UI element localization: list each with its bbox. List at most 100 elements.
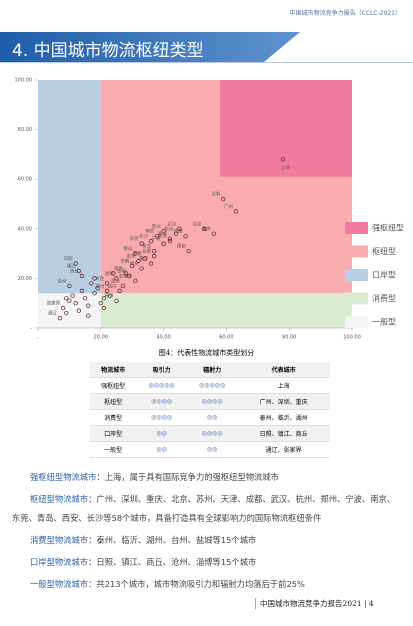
point-label: 南昌 xyxy=(114,265,123,272)
y-tick-label: 60.00 xyxy=(18,177,32,183)
table-cell: 上海 xyxy=(237,377,330,394)
point xyxy=(76,308,81,313)
paragraph: 枢纽型物流城市：广州、深圳、重庆、北京、苏州、天津、成都、武汉、杭州、郑州、宁波… xyxy=(12,490,401,528)
point xyxy=(177,226,182,231)
point xyxy=(167,236,173,241)
table-cell: ◎◎ xyxy=(136,425,187,442)
point xyxy=(114,276,119,281)
legend-label: 强枢纽型 xyxy=(372,223,404,233)
point-label: 无锡 xyxy=(133,250,142,257)
point-label: 泉州 xyxy=(126,253,135,260)
point xyxy=(133,251,138,256)
point xyxy=(79,273,85,279)
x-tick-label: 40.00 xyxy=(156,335,170,341)
point-label: 东莞 xyxy=(130,235,139,242)
point xyxy=(98,301,103,306)
paragraph-text: ：共213个城市，城市物流吸引力和辐射力均落后于前25% xyxy=(88,579,305,589)
y-tick-label: 40.00 xyxy=(18,226,32,232)
region xyxy=(100,293,352,328)
header-cell: 辐射力 xyxy=(186,362,238,378)
table-cell: 通辽、张家界 xyxy=(237,441,330,458)
rule xyxy=(0,62,413,63)
point xyxy=(161,229,166,234)
point-label: 嘉兴 xyxy=(105,292,114,299)
point xyxy=(174,231,179,236)
paragraph-lead: 枢纽型物流城市 xyxy=(30,494,89,504)
point xyxy=(89,281,94,286)
table-cell: 日照、镇江、商丘 xyxy=(237,425,330,442)
paragraph-lead: 强枢纽型物流城市 xyxy=(30,472,97,482)
point xyxy=(64,296,69,301)
point xyxy=(117,288,122,293)
table-cell: 强枢纽型 xyxy=(90,377,137,394)
point xyxy=(152,248,157,254)
point xyxy=(95,286,100,291)
point xyxy=(183,234,188,239)
point xyxy=(123,271,129,276)
point xyxy=(82,296,88,301)
point xyxy=(86,303,91,308)
point xyxy=(126,273,132,279)
region xyxy=(220,80,352,177)
legend-swatch xyxy=(345,269,368,281)
point xyxy=(211,231,216,236)
point-label: 沧州 xyxy=(57,277,66,284)
table-row: 口岸型 ◎◎ ◎◎◎◎ 日照、镇江、商丘 xyxy=(90,425,330,442)
point-label: 湖州 xyxy=(95,282,104,289)
point xyxy=(161,241,166,246)
point-label: 青岛 xyxy=(142,243,151,250)
paragraph-text: ：日照、镇江、商丘、沧州、淄博等15个城市 xyxy=(88,557,257,567)
point xyxy=(148,239,154,244)
paragraph-text: ：泰州、临沂、湖州、台州、盐城等15个城市 xyxy=(88,535,257,545)
point xyxy=(142,256,147,261)
point-label: 苏州 xyxy=(152,223,161,230)
point xyxy=(92,291,97,296)
header-cell: 物流城市 xyxy=(90,362,137,378)
point-label: 昆明 xyxy=(117,268,126,274)
legend-swatch xyxy=(345,222,368,234)
table-cell: ◎◎◎◎ xyxy=(136,409,187,426)
table-cell: 一般型 xyxy=(90,441,137,458)
page-number: 4 xyxy=(368,599,374,608)
point xyxy=(114,298,119,303)
point xyxy=(73,261,78,266)
paragraph: 消费型物流城市：泰州、临沂、湖州、台州、盐城等15个城市 xyxy=(12,531,401,550)
point xyxy=(133,278,138,284)
point xyxy=(73,301,78,306)
title-band: 4. 中国城市物流枢纽类型 xyxy=(0,32,300,62)
point xyxy=(101,306,107,311)
point xyxy=(76,268,81,274)
point-label: 大连 xyxy=(95,275,104,282)
table-cell: ◎◎ xyxy=(136,441,187,458)
point-label: 沈阳 xyxy=(105,270,114,277)
legend-swatch xyxy=(345,292,368,305)
point-label: 温州 xyxy=(111,277,120,284)
point-label: 福州 xyxy=(130,260,139,267)
type-table: 物流城市 吸引力 辐射力 代表城市 强枢纽型 ◎◎◎◎◎ ◎◎◎◎◎ 上海 枢纽型 ◎◎◎◎ ◎◎◎… xyxy=(90,362,330,458)
table-row: 强枢纽型 ◎◎◎◎◎ ◎◎◎◎◎ 上海 xyxy=(90,377,330,394)
point xyxy=(148,261,154,266)
table-cell: ◎◎◎◎ xyxy=(186,393,238,410)
point-label: 广州 xyxy=(224,203,233,210)
table-cell: 消费型 xyxy=(90,409,137,426)
legend-swatch xyxy=(345,316,368,328)
body-text: 强枢纽型物流城市：上海，属于具有国际竞争力的强枢纽型物流城市 枢纽型物流城市：广州… xyxy=(12,468,401,597)
point xyxy=(186,248,191,254)
point-label: 佛山 xyxy=(123,245,132,252)
point xyxy=(221,196,226,202)
table-row: 枢纽型 ◎◎◎◎ ◎◎◎◎ 广州、深圳、重庆 xyxy=(90,393,330,410)
table-cell: ◎◎◎◎ xyxy=(186,425,238,442)
y-tick-label: 100.00 xyxy=(15,78,33,84)
point xyxy=(202,226,207,231)
paragraph-lead: 一般型物流城市 xyxy=(30,579,89,589)
header-cell: 代表城市 xyxy=(237,362,330,378)
section-title: 4. 中国城市物流枢纽类型 xyxy=(12,41,204,61)
x-tick-label: - xyxy=(37,335,39,341)
footer: 中国城市物流竞争力报告2021 | 4 xyxy=(255,598,374,609)
point xyxy=(101,296,107,301)
table-row: 一般型 ◎◎ ◎◎ 通辽、张家界 xyxy=(90,441,330,458)
report-header: 中国城市物流竞争力报告（CCLC-2021） xyxy=(289,10,401,17)
point xyxy=(233,209,238,214)
paragraph: 口岸型物流城市：日照、镇江、商丘、沧州、淄博等15个城市 xyxy=(12,553,401,572)
point-label: 张家界 xyxy=(47,300,61,307)
